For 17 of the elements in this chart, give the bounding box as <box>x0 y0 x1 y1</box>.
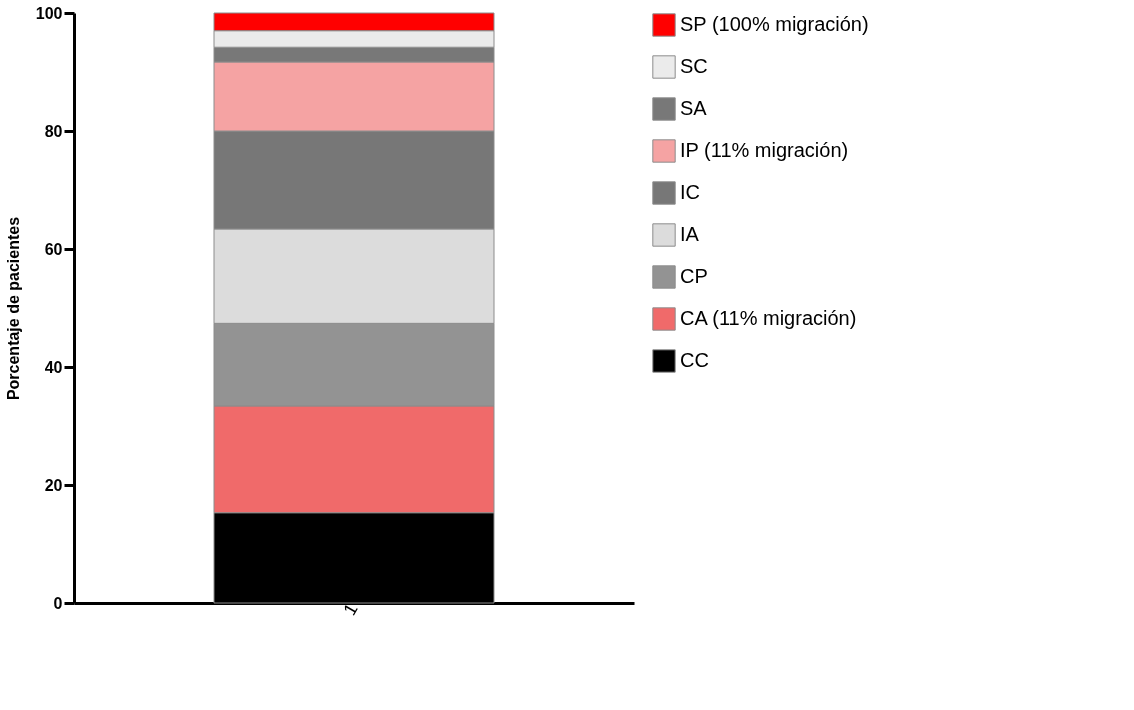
y-axis-title: Porcentaje de pacientes <box>4 216 22 401</box>
y-tick-label: 80 <box>44 122 63 140</box>
y-tick-label: 20 <box>44 476 63 494</box>
legend-label: IA <box>680 223 700 245</box>
legend-label: SC <box>680 55 708 77</box>
x-tick-label: 1 <box>339 600 362 619</box>
legend-label: IC <box>680 181 700 203</box>
legend-label: SP (100% migración) <box>680 13 869 35</box>
y-tick-label: 60 <box>44 240 63 258</box>
legend-label: CP <box>680 265 708 287</box>
legend-label: CC <box>680 349 709 371</box>
legend-label: SA <box>680 97 708 119</box>
legend-label: IP (11% migración) <box>680 139 849 161</box>
y-tick-label: 40 <box>44 358 63 376</box>
y-tick-label: 100 <box>35 4 63 22</box>
y-tick-label: 0 <box>53 594 63 612</box>
legend-label: CA (11% migración) <box>680 307 857 329</box>
